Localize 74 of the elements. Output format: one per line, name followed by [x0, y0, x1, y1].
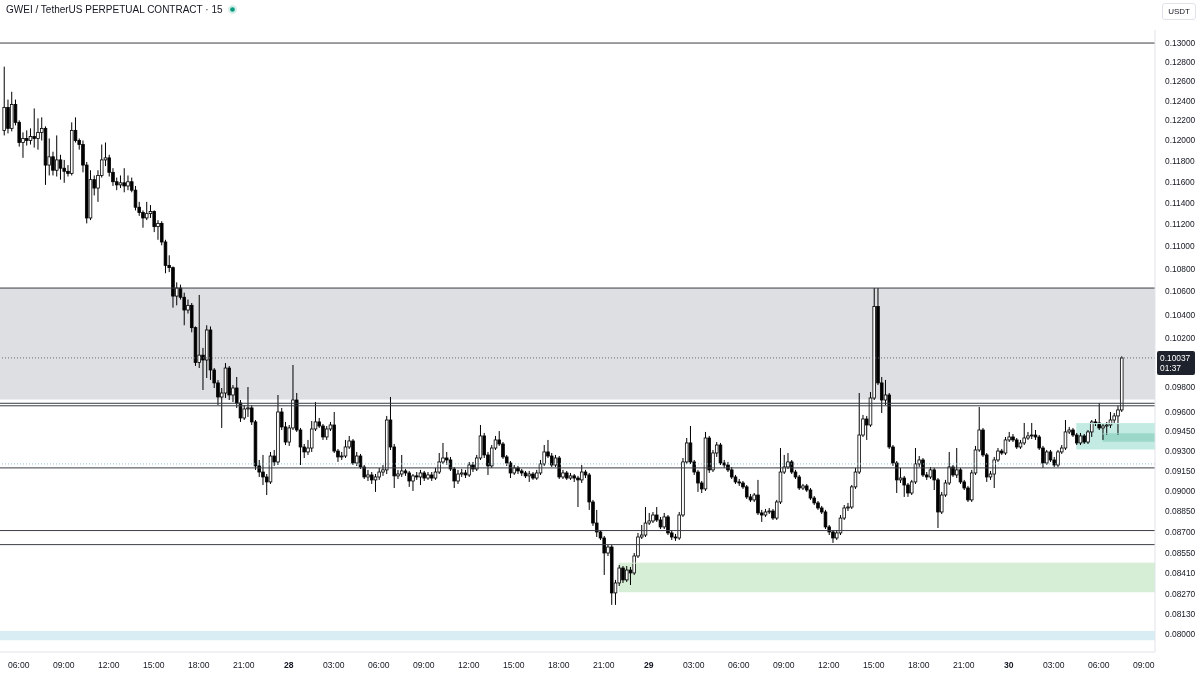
x-tick-label: 15:00 [862, 660, 885, 670]
y-tick-label: 0.10400 [1165, 309, 1196, 320]
candlestick [62, 159, 66, 184]
y-tick-label: 0.12000 [1165, 135, 1196, 146]
y-tick-label: 0.11000 [1165, 241, 1195, 252]
candlestick [366, 469, 370, 482]
y-tick-label: 0.12800 [1165, 56, 1196, 67]
candlestick [666, 514, 670, 536]
candlestick [1022, 422, 1026, 446]
candlestick [58, 154, 63, 181]
candlestick [411, 473, 415, 492]
y-tick-label: 0.12600 [1165, 76, 1196, 87]
candlestick [1101, 423, 1105, 441]
y-tick-label: 0.08550 [1165, 548, 1196, 559]
y-tick-label: 0.08130 [1165, 609, 1196, 620]
y-tick-label: 0.10600 [1165, 286, 1196, 297]
y-tick-label: 0.12200 [1165, 115, 1196, 126]
x-tick-label: 06:00 [727, 660, 750, 670]
x-tick-label: 09:00 [52, 660, 75, 670]
y-tick-label: 0.10200 [1165, 333, 1196, 344]
candlestick [786, 452, 790, 470]
y-tick-label: 0.09800 [1165, 382, 1196, 393]
y-tick-label: 0.12400 [1165, 95, 1196, 106]
x-tick-label: 30 [1003, 660, 1014, 670]
y-tick-label: 0.09150 [1165, 465, 1196, 476]
y-tick-label: 0.11800 [1165, 155, 1195, 166]
x-tick-label: 18:00 [187, 660, 210, 670]
y-tick-label: 0.11600 [1165, 176, 1195, 187]
y-tick-label: 0.11200 [1165, 219, 1195, 230]
x-tick-label: 12:00 [817, 660, 840, 670]
y-tick-label: 0.08700 [1165, 526, 1196, 537]
y-tick-label: 0.09450 [1165, 426, 1196, 437]
candlestick [9, 91, 14, 132]
x-tick-label: 12:00 [97, 660, 120, 670]
x-tick-label: 29 [643, 660, 654, 670]
x-tick-label: 09:00 [1132, 660, 1155, 670]
x-tick-label: 06:00 [1087, 660, 1110, 670]
y-tick-label: 0.10800 [1165, 263, 1196, 274]
y-tick-label: 0.13000 [1165, 38, 1196, 49]
y-axis-title: USDT [1162, 3, 1196, 20]
x-tick-label: 21:00 [232, 660, 255, 670]
x-tick-label: 15:00 [502, 660, 525, 670]
x-tick-label: 21:00 [592, 660, 615, 670]
y-tick-label: 0.08410 [1165, 568, 1196, 579]
x-tick-label: 18:00 [907, 660, 930, 670]
x-tick-label: 12:00 [457, 660, 480, 670]
candlestick [576, 475, 580, 508]
y-tick-label: 0.09300 [1165, 445, 1196, 456]
x-tick-label: 15:00 [142, 660, 165, 670]
x-tick-label: 09:00 [772, 660, 795, 670]
chart-title: GWEI / TetherUS PERPETUAL CONTRACT · 15 [6, 4, 223, 15]
y-tick-label: 0.08270 [1165, 588, 1196, 599]
x-tick-label: 03:00 [322, 660, 345, 670]
x-tick-label: 21:00 [952, 660, 975, 670]
x-tick-label: 06:00 [7, 660, 30, 670]
candlestick [351, 438, 355, 466]
candlestick [602, 535, 606, 576]
text: 01:37 [1160, 362, 1182, 373]
x-tick-label: 03:00 [682, 660, 705, 670]
candlestick [122, 167, 126, 193]
x-tick-label: 03:00 [1042, 660, 1065, 670]
y-tick-label: 0.11400 [1165, 197, 1195, 208]
ref-line-label: 0.10037 [1160, 352, 1191, 363]
y-tick-label: 0.09600 [1165, 407, 1196, 418]
candlestick [54, 134, 59, 178]
candlestick [823, 509, 828, 530]
y-tick-label: 0.09000 [1165, 485, 1196, 496]
x-tick-label: 09:00 [412, 660, 435, 670]
x-tick-label: 28 [283, 660, 294, 670]
y-tick-label: 0.08000 [1165, 629, 1196, 640]
y-tick-label: 0.08850 [1165, 506, 1196, 517]
x-tick-label: 06:00 [367, 660, 390, 670]
candlestick [6, 99, 10, 134]
x-tick-label: 18:00 [547, 660, 570, 670]
